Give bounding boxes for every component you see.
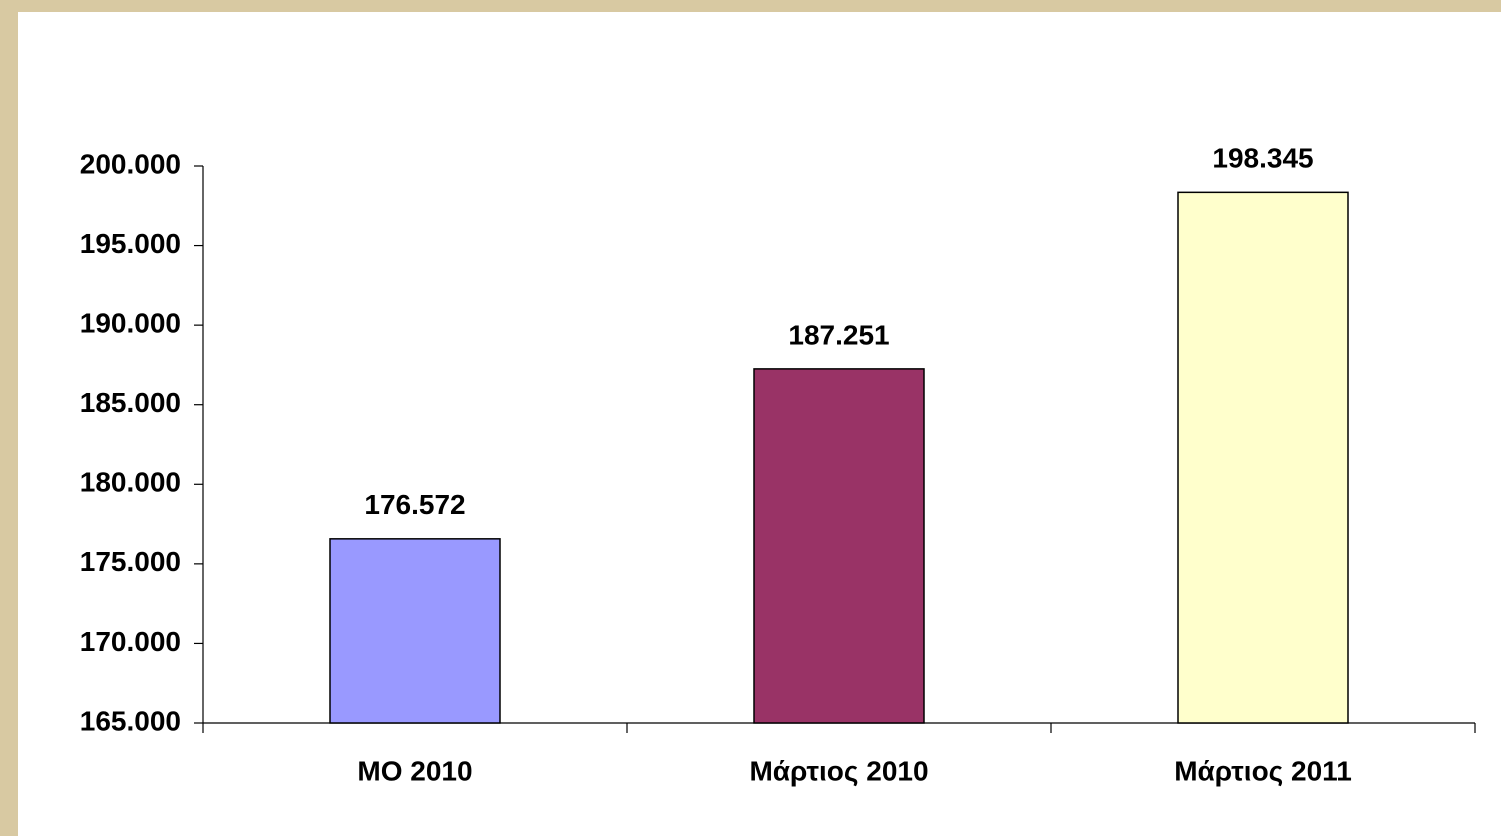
data-label: 187.251 — [788, 319, 889, 350]
y-tick-label: 195.000 — [80, 228, 181, 259]
y-tick-label: 175.000 — [80, 546, 181, 577]
y-tick-label: 180.000 — [80, 467, 181, 498]
x-tick-label: Μάρτιος 2010 — [749, 755, 928, 786]
y-tick-label: 170.000 — [80, 626, 181, 657]
bar — [753, 368, 925, 724]
bar — [1177, 191, 1349, 724]
data-label: 198.345 — [1212, 143, 1313, 174]
data-label: 176.572 — [364, 489, 465, 520]
y-tick-label: 200.000 — [80, 148, 181, 179]
x-tick-label: Μάρτιος 2011 — [1174, 755, 1352, 786]
y-tick-label: 185.000 — [80, 387, 181, 418]
y-tick-label: 165.000 — [80, 705, 181, 736]
bar — [329, 538, 501, 724]
x-tick-label: ΜΟ 2010 — [357, 755, 472, 786]
y-tick-label: 190.000 — [80, 308, 181, 339]
